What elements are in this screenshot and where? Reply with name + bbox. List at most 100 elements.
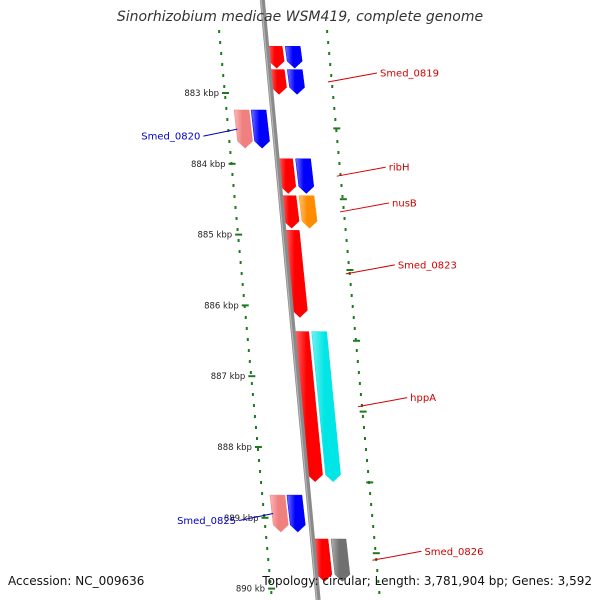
scale-dot <box>336 140 339 143</box>
scale-dot <box>341 195 344 198</box>
scale-dot <box>255 437 258 440</box>
scale-dot <box>224 96 227 99</box>
gene-arrow-blue[interactable] <box>295 158 315 194</box>
scale-dot <box>229 151 232 154</box>
gene-arrow-orange[interactable] <box>298 195 318 229</box>
kbp-tick-label: 886 kbp <box>204 301 239 311</box>
scale-dot <box>269 580 272 583</box>
scale-dot <box>344 228 347 231</box>
scale-dot <box>374 547 377 550</box>
scale-dot <box>264 525 267 528</box>
scale-dot <box>335 129 338 132</box>
scale-dot <box>248 360 251 363</box>
scale-dot <box>328 52 331 55</box>
accession-text: Accession: NC_009636 <box>8 574 145 588</box>
scale-dot <box>347 261 350 264</box>
scale-dot <box>240 272 243 275</box>
scale-dot <box>262 503 265 506</box>
scale-dot <box>370 503 373 506</box>
scale-dot <box>339 173 342 176</box>
kbp-tick-label: 889 kbp <box>224 514 259 524</box>
scale-dot <box>266 547 269 550</box>
scale-dot <box>223 85 226 88</box>
scale-dot <box>265 536 268 539</box>
scale-dot <box>241 283 244 286</box>
scale-dot <box>221 63 224 66</box>
gene-label[interactable]: Smed_0820 <box>141 132 200 143</box>
gene-label-leader <box>372 550 422 561</box>
scale-dot <box>349 283 352 286</box>
scale-dot <box>340 184 343 187</box>
scale-dot <box>220 52 223 55</box>
scale-dot <box>363 437 366 440</box>
gene-label[interactable]: Smed_0825 <box>177 516 236 527</box>
gene-arrow-pink[interactable] <box>233 109 253 149</box>
gene-label-leader <box>327 72 378 83</box>
gene-arrow-blue[interactable] <box>286 494 306 533</box>
ticks-layer: 883 kbp 884 kbp 885 kbp 886 kbp 887 kbp 888 k… <box>184 30 381 595</box>
gene-arrow-blue[interactable] <box>250 109 270 149</box>
scale-dot <box>356 360 359 363</box>
gene-arrow-blue[interactable] <box>284 46 303 69</box>
scale-dot <box>267 558 270 561</box>
scale-dot <box>238 250 241 253</box>
gene-label[interactable]: Smed_0819 <box>380 69 439 80</box>
scale-dot <box>353 327 356 330</box>
gene-arrow-blue[interactable] <box>287 69 305 95</box>
gene-label[interactable]: Smed_0823 <box>398 260 457 271</box>
gene-arrow-gray[interactable] <box>330 538 351 582</box>
scale-dot <box>326 30 329 33</box>
scale-dot <box>334 118 337 121</box>
gene-label-leader <box>239 513 274 522</box>
scale-dot <box>351 305 354 308</box>
gene-label[interactable]: hppA <box>410 393 436 404</box>
scale-dot <box>232 184 235 187</box>
gene-arrow-cyan[interactable] <box>311 331 341 483</box>
scale-dot <box>270 591 273 594</box>
scale-dot <box>332 96 335 99</box>
scale-dot <box>369 492 372 495</box>
scale-dot <box>242 294 245 297</box>
gene-arrow-pink[interactable] <box>269 494 289 533</box>
scale-dot <box>247 349 250 352</box>
gene-label[interactable]: nusB <box>392 198 417 209</box>
scale-dot <box>231 173 234 176</box>
backbone-layer <box>259 0 321 600</box>
scale-dot <box>338 162 341 165</box>
gene-label[interactable]: ribH <box>389 163 410 174</box>
kbp-tick-label: 887 kbp <box>211 372 246 382</box>
scale-dot <box>354 338 357 341</box>
scale-dot <box>222 74 225 77</box>
scale-dot <box>330 74 333 77</box>
gene-label-leader <box>358 397 408 408</box>
scale-dot <box>261 492 264 495</box>
scale-dot <box>373 536 376 539</box>
kbp-tick-label: 890 kb <box>236 585 265 595</box>
scale-dot <box>251 393 254 396</box>
genome-backbone <box>259 0 321 600</box>
scale-dot <box>218 30 221 33</box>
scale-dot <box>260 481 263 484</box>
gene-label-leader <box>203 128 238 137</box>
scale-dot <box>235 217 238 220</box>
scale-dot <box>233 195 236 198</box>
scale-dot <box>372 525 375 528</box>
scale-dot <box>329 63 332 66</box>
scale-dot <box>377 580 380 583</box>
scale-dot <box>346 250 349 253</box>
scale-dot <box>350 294 353 297</box>
scale-dot <box>234 206 237 209</box>
scale-dot <box>366 459 369 462</box>
gene-label[interactable]: Smed_0826 <box>424 547 483 558</box>
scale-dot <box>365 448 368 451</box>
scale-dot <box>376 569 379 572</box>
scale-dot <box>371 514 374 517</box>
scale-dot <box>327 41 330 44</box>
scale-dot <box>331 85 334 88</box>
scale-dot <box>243 305 246 308</box>
scale-dot <box>359 393 362 396</box>
genome-summary: Topology: circular; Length: 3,781,904 bp… <box>262 574 592 588</box>
gene-label-leader <box>345 264 395 275</box>
kbp-tick-label: 885 kbp <box>198 231 233 241</box>
